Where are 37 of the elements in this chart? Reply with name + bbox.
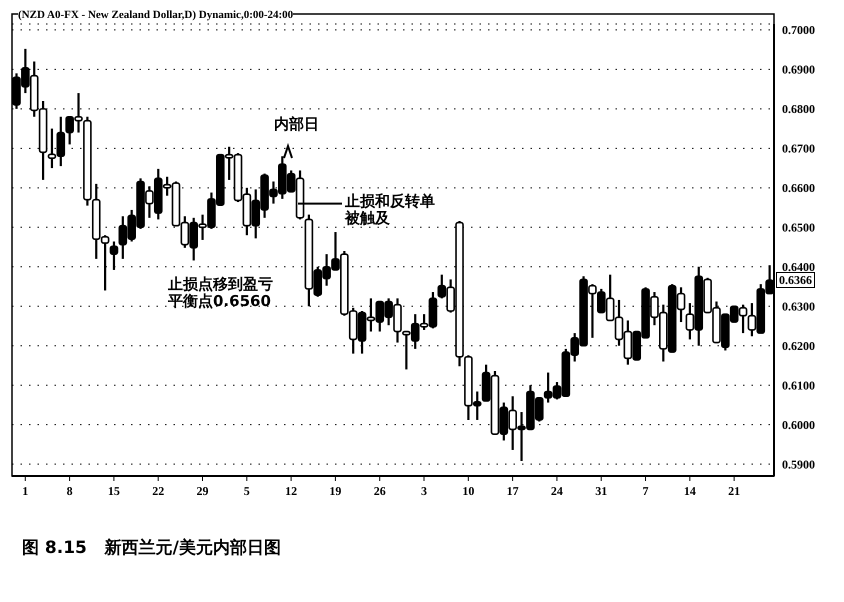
- annotation: 止损点移到盈亏: [168, 275, 273, 293]
- x-tick-label: 15: [108, 484, 120, 498]
- x-tick-label: 26: [374, 484, 386, 498]
- text: 图 8.15 新西兰元/美元内部日图: [22, 537, 282, 559]
- x-tick-label: 14: [684, 484, 696, 498]
- y-tick-label: 0.6700: [782, 142, 815, 156]
- x-tick-label: 10: [462, 484, 474, 498]
- y-tick-label: 0.6400: [782, 260, 815, 274]
- x-tick-label: 1: [22, 484, 28, 498]
- x-tick-label: 21: [728, 484, 740, 498]
- y-tick-label: 0.7000: [782, 23, 815, 38]
- y-tick-label: 0.6000: [782, 418, 815, 432]
- x-tick-label: 24: [550, 484, 563, 498]
- x-tick-label: 29: [196, 484, 208, 498]
- y-tick-label: 0.6100: [782, 378, 815, 392]
- annotation: 被触及: [345, 209, 390, 228]
- y-tick-label: 0.5900: [782, 457, 815, 472]
- annotation: 内部日: [274, 115, 319, 134]
- y-tick-label: 0.6200: [782, 338, 815, 353]
- annotation: 平衡点0.6560: [168, 292, 271, 310]
- x-tick-label: 31: [595, 484, 608, 498]
- x-tick-label: 3: [421, 484, 428, 498]
- y-tick-label: 0.6800: [782, 102, 815, 116]
- y-tick-label: 0.6600: [782, 181, 815, 196]
- annotation: 止损和反转单: [345, 192, 435, 210]
- y-tick-label: 0.6900: [782, 62, 815, 77]
- text: (NZD A0-FX - New Zealand Dollar,D) Dynamic,0:00-24:00: [18, 9, 294, 22]
- x-tick-label: 22: [152, 484, 164, 498]
- x-tick-label: 19: [329, 484, 342, 498]
- annotation: 0.6366: [776, 272, 815, 288]
- y-tick-label: 0.6300: [782, 300, 815, 314]
- x-tick-label: 17: [506, 484, 519, 498]
- x-tick-label: 8: [66, 484, 73, 498]
- x-tick-label: 5: [244, 484, 250, 498]
- x-tick-label: 7: [642, 484, 649, 498]
- x-tick-label: 12: [285, 484, 298, 498]
- y-tick-label: 0.6500: [782, 220, 815, 235]
